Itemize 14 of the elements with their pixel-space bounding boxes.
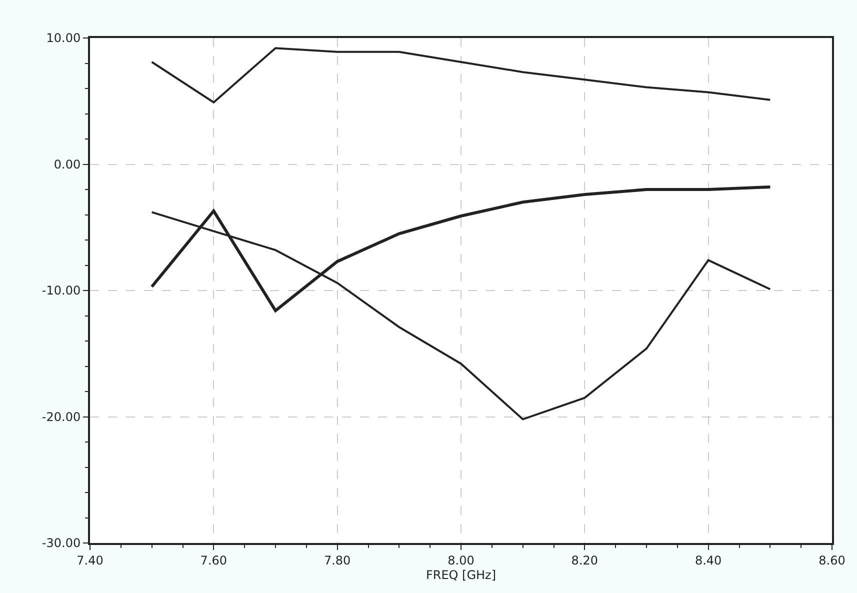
x-tick-label: 7.80 [324,553,351,568]
y-tick-label: -20.00 [42,410,81,424]
y-tick-label: 10.00 [46,31,81,46]
line-series [150,47,772,104]
x-tick-label: 8.40 [694,553,722,568]
y-tick-label: -30.00 [42,536,81,550]
x-tick-label: 7.60 [200,553,228,568]
x-tick-label: 8.60 [818,553,846,568]
y-tick-label: -10.00 [42,284,81,298]
x-tick-label: 8.00 [448,553,474,568]
x-tick-label: 7.40 [76,553,104,568]
x-tick-label: 8.20 [571,553,598,568]
y-tick-label: 0.00 [54,157,81,172]
x-axis-title: FREQ [GHz] [426,568,496,582]
